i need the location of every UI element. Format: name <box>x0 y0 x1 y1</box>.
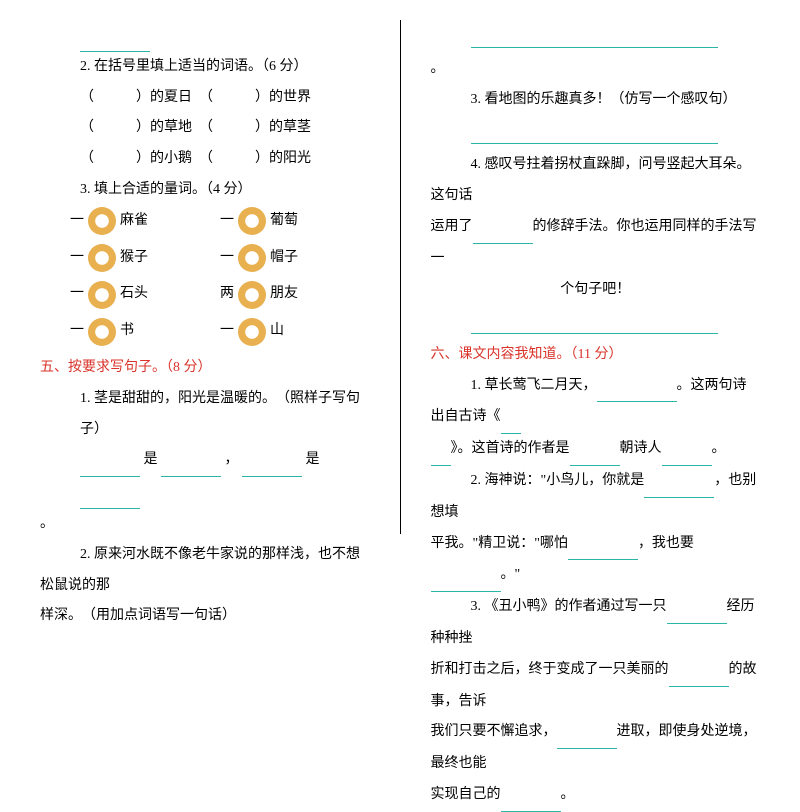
period: 。 <box>40 509 370 540</box>
q5-2a: 2. 原来河水既不像老牛家说的那样浅，也不想松鼠说的那 <box>40 540 370 602</box>
q2-title: 2. 在括号里填上适当的词语。（6 分） <box>40 52 370 83</box>
sun-badge-icon <box>238 281 266 309</box>
sun-badge-icon <box>88 207 116 235</box>
q3-title: 3. 填上合适的量词。（4 分） <box>40 175 370 206</box>
q5-2b: 样深。 （用加点词语写一句话） <box>40 601 370 632</box>
badge-row: 一猴子 一帽子 <box>40 243 370 274</box>
section-5-title: 五、按要求写句子。（8 分） <box>40 353 370 384</box>
right-column: 。 3. 看地图的乐趣真多！（仿写一个感叹句） 4. 感叹号拄着拐杖直跺脚，问号… <box>401 20 791 534</box>
q3-right: 3. 看地图的乐趣真多！（仿写一个感叹句） <box>431 85 761 116</box>
q6-2b: 平我。"精卫说："哪怕 ，我也要 。" <box>431 529 761 593</box>
q6-1b: 》。这首诗的作者是 朝诗人 。 <box>431 434 761 466</box>
sun-badge-icon <box>88 281 116 309</box>
q6-3b: 折和打击之后，终于变成了一只美丽的 的故事，告诉 <box>431 655 761 718</box>
q2-line: （ ）的小鹅 （ ）的阳光 <box>40 144 370 175</box>
q6-2: 2. 海神说："小鸟儿，你就是 ，也别想填 <box>431 466 761 529</box>
fill-blank <box>80 20 150 52</box>
sun-badge-icon <box>88 244 116 272</box>
left-column: 2. 在括号里填上适当的词语。（6 分） （ ）的夏日 （ ）的世界 （ ）的草… <box>10 20 400 534</box>
page-root: 2. 在括号里填上适当的词语。（6 分） （ ）的夏日 （ ）的世界 （ ）的草… <box>0 0 800 554</box>
sun-badge-icon <box>238 244 266 272</box>
q4c: 个句子吧！ <box>431 275 761 306</box>
sun-badge-icon <box>238 318 266 346</box>
period: 。 <box>431 54 761 85</box>
badge-row: 一石头 两朋友 <box>40 279 370 310</box>
sun-badge-icon <box>238 207 266 235</box>
badge-row: 一书 一山 <box>40 316 370 347</box>
q6-3d: 实现自己的 。 <box>431 780 761 812</box>
fill-blank[interactable] <box>471 311 718 333</box>
q4b: 运用了 的修辞手法。你也运用同样的手法写一 <box>431 212 761 275</box>
q2-line: （ ）的草地 （ ）的草茎 <box>40 113 370 144</box>
q4a: 4. 感叹号拄着拐杖直跺脚，问号竖起大耳朵。这句话 <box>431 150 761 212</box>
q6-3: 3. 《丑小鸭》的作者通过写一只 经历种种挫 <box>431 592 761 655</box>
fill-blank[interactable] <box>471 122 718 144</box>
q5-1: 1. 茎是甜甜的，阳光是温暖的。 （照样子写句子） <box>40 384 370 446</box>
badge-row: 一麻雀 一葡萄 <box>40 206 370 237</box>
fill-blank[interactable] <box>471 26 718 48</box>
q6-3c: 我们只要不懈追求， 进取，即使身处逆境，最终也能 <box>431 717 761 780</box>
sun-badge-icon <box>88 318 116 346</box>
q5-1-fill: 是 ， 是 <box>40 445 370 509</box>
section-6-title: 六、课文内容我知道。（11 分） <box>431 340 761 371</box>
q2-line: （ ）的夏日 （ ）的世界 <box>40 83 370 114</box>
q6-1: 1. 草长莺飞二月天， 。这两句诗出自古诗《 <box>431 371 761 435</box>
